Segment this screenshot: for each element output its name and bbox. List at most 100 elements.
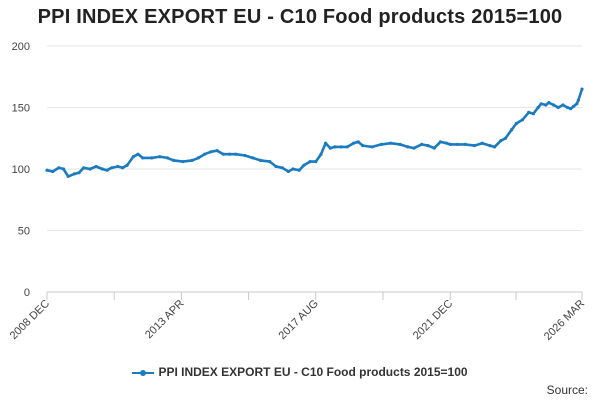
grid-lines [47,45,582,231]
data-point-30 [227,152,232,156]
data-point-77 [531,112,536,116]
legend-label: PPI INDEX EXPORT EU - C10 Food products … [158,365,468,379]
data-point-82 [552,103,556,107]
data-point-25 [196,156,200,160]
data-point-36 [274,164,278,169]
data-point-83 [556,105,560,110]
data-point-70 [493,145,497,149]
series-layer [45,87,584,178]
x-tick-label-3: 2021 DEC [411,298,455,342]
data-point-76 [527,110,531,114]
data-point-42 [308,160,312,164]
data-point-71 [499,139,503,143]
data-point-18 [141,156,145,160]
data-point-3 [61,167,66,171]
data-point-7 [82,166,86,170]
data-point-51 [356,140,360,144]
data-point-1 [51,169,55,174]
data-point-37 [280,166,284,170]
source-label: Source: [546,383,588,397]
data-point-34 [258,158,263,162]
data-point-57 [406,145,410,149]
data-point-66 [463,142,467,146]
data-point-90 [580,87,584,91]
data-point-12 [110,166,114,170]
data-point-32 [243,153,247,158]
data-point-14 [120,166,125,170]
data-point-39 [291,167,295,171]
data-point-43 [314,160,318,164]
data-point-8 [88,167,92,171]
y-tick-label-0: 0 [24,287,30,299]
y-tick-label-100: 100 [12,164,30,176]
data-point-74 [514,121,518,126]
y-tick-label-50: 50 [18,226,30,238]
data-point-67 [472,144,477,148]
x-tick-label-0: 2008 DEC [8,298,52,342]
data-point-60 [426,144,430,148]
data-point-9 [94,164,98,169]
data-point-56 [398,142,402,146]
data-point-44 [319,152,323,156]
data-point-46 [328,146,332,150]
data-point-61 [432,146,436,150]
data-point-0 [45,168,49,172]
data-point-63 [445,141,449,145]
data-point-27 [209,150,213,154]
data-point-62 [438,140,442,144]
data-point-65 [455,142,459,146]
data-point-4 [66,174,70,178]
data-point-38 [286,169,290,174]
data-point-31 [234,152,238,156]
data-point-64 [448,142,452,146]
data-point-13 [116,164,120,169]
legend-swatch [132,369,155,376]
data-point-78 [536,105,540,110]
data-point-53 [370,145,374,149]
legend-marker [140,369,147,376]
data-point-22 [172,158,176,162]
data-point-20 [158,155,162,159]
data-point-10 [100,167,104,171]
data-point-49 [345,145,349,149]
series-line [45,87,584,178]
data-point-6 [77,171,81,175]
data-point-15 [125,163,129,167]
data-point-50 [351,141,356,145]
data-point-29 [221,152,225,156]
data-point-41 [302,163,306,167]
data-point-2 [57,166,61,170]
data-point-68 [480,141,484,145]
x-tick-label-4: 2026 MAR [542,298,587,343]
data-point-80 [544,103,548,107]
data-point-58 [412,146,416,150]
data-point-55 [389,141,393,145]
data-point-35 [268,160,272,164]
data-point-72 [503,136,508,140]
data-point-84 [561,103,565,107]
y-tick-label-150: 150 [12,103,30,115]
data-point-11 [105,168,109,172]
data-point-28 [215,149,219,153]
data-point-85 [565,105,570,110]
data-point-79 [539,102,543,106]
data-point-26 [203,152,207,156]
data-point-87 [572,104,576,108]
data-point-23 [181,160,185,164]
data-point-45 [324,141,328,145]
data-point-54 [379,142,383,146]
data-point-73 [510,128,514,132]
legend[interactable]: PPI INDEX EXPORT EU - C10 Food products … [0,365,600,379]
data-point-48 [339,145,343,149]
data-point-47 [333,145,337,149]
data-point-52 [361,144,365,148]
data-point-24 [190,158,194,162]
data-point-5 [72,172,76,176]
data-point-16 [131,155,135,159]
data-point-75 [520,118,525,122]
data-point-59 [420,142,424,146]
data-point-17 [136,152,140,156]
y-tick-label-200: 200 [12,41,30,53]
x-tick-label-1: 2013 APR [143,298,187,342]
